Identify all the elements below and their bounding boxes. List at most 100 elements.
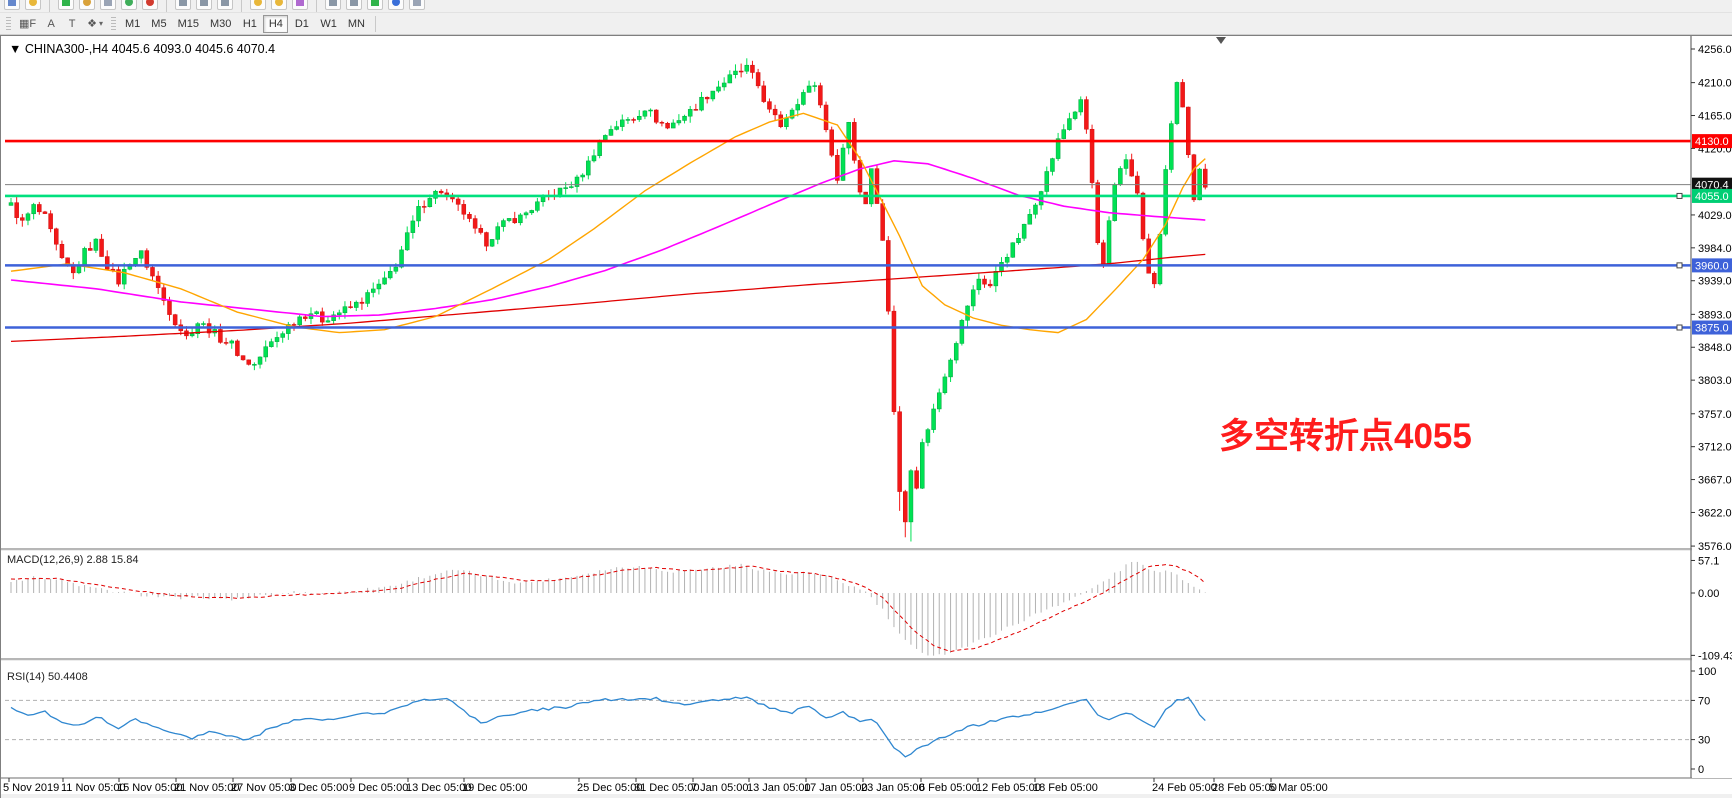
- period-icon[interactable]: [388, 0, 404, 10]
- time-tick-label: 19 Dec 05:00: [462, 782, 527, 794]
- add-indicator-icon[interactable]: [367, 0, 383, 10]
- timeframe-mn[interactable]: MN: [347, 17, 365, 30]
- rsi-tick-label: 30: [1698, 735, 1710, 747]
- auto-scroll-icon[interactable]: [325, 0, 341, 10]
- time-tick-label: 3 Dec 05:00: [289, 782, 348, 794]
- zoom-in-icon-glyph: [254, 0, 262, 6]
- dropdown-arrow-icon[interactable]: ▾: [99, 19, 104, 28]
- chart-line-icon[interactable]: [217, 0, 233, 10]
- macd-tick-label: -109.43: [1698, 650, 1732, 662]
- auto-scroll-icon-glyph: [329, 0, 337, 6]
- expert-advisor-icon[interactable]: [79, 0, 95, 10]
- timeframe-m30[interactable]: M30: [209, 17, 232, 30]
- axis-gutter: [1692, 36, 1732, 778]
- chart-shift-icon[interactable]: [346, 0, 362, 10]
- ma-fast-orange: [10, 112, 1206, 334]
- arrow-label-tool-icon[interactable]: A: [47, 17, 55, 30]
- line-drag-handle[interactable]: [1676, 324, 1683, 331]
- zoom-out-icon-glyph: [275, 0, 283, 6]
- rsi-line: [10, 696, 1206, 758]
- price-tick-label: 3667.0: [1698, 475, 1732, 487]
- price-tick-label: 3984.0: [1698, 243, 1732, 255]
- rsi-label: RSI(14) 50.4408: [7, 671, 88, 683]
- search-icon-glyph: [29, 0, 37, 6]
- chart-title: ▼ CHINA300-,H4 4045.6 4093.0 4045.6 4070…: [9, 42, 275, 56]
- price-tick-label: 3622.0: [1698, 507, 1732, 519]
- rsi-tick-label: 70: [1698, 695, 1710, 707]
- price-badge-3960.0: 3960.0: [1692, 258, 1732, 273]
- search-icon[interactable]: [25, 0, 41, 10]
- svg-text:4130.0: 4130.0: [1695, 136, 1729, 148]
- chart-candles-icon[interactable]: [196, 0, 212, 10]
- timeframe-m15[interactable]: M15: [177, 17, 199, 30]
- svg-text:3960.0: 3960.0: [1695, 260, 1729, 272]
- web-terminal-icon[interactable]: [121, 0, 137, 10]
- toolbar-separator: [241, 0, 242, 12]
- timeframe-m1[interactable]: M1: [125, 17, 141, 30]
- window-bottom-edge: [1, 794, 1732, 798]
- timeframe-d1[interactable]: D1: [294, 17, 309, 30]
- window-icon-glyph: [8, 0, 16, 6]
- chart-line-icon-glyph: [221, 0, 229, 6]
- ma-mid-magenta: [10, 159, 1206, 318]
- toolbar-grip[interactable]: [111, 16, 117, 31]
- window-icon[interactable]: [4, 0, 20, 10]
- toolbar-grip[interactable]: [6, 16, 11, 31]
- chart-shift-marker[interactable]: [1216, 37, 1226, 44]
- stop-icon[interactable]: [142, 0, 158, 10]
- timeframe-m5[interactable]: M5: [151, 17, 167, 30]
- annotation-text[interactable]: 多空转折点4055: [1219, 417, 1472, 456]
- time-tick-label: 23 Jan 05:00: [861, 782, 925, 794]
- price-tick-label: 3803.0: [1698, 375, 1732, 387]
- timeframe-w1[interactable]: W1: [320, 17, 337, 30]
- hline-3875[interactable]: [5, 324, 1691, 331]
- time-tick-label: 24 Feb 05:00: [1152, 782, 1217, 794]
- crosshair-tool-icon[interactable]: ▦F: [19, 18, 37, 30]
- zoom-in-icon[interactable]: [250, 0, 266, 10]
- time-tick-label: 5 Mar 05:00: [1269, 782, 1328, 794]
- time-tick-label: 7 Jan 05:00: [691, 782, 749, 794]
- timeframe-h1[interactable]: H1: [242, 17, 257, 30]
- chart-bars-icon[interactable]: [175, 0, 191, 10]
- time-tick-label: 12 Feb 05:00: [976, 782, 1041, 794]
- chart-candles-icon-glyph: [200, 0, 208, 6]
- price-badge-4070.4: 4070.4: [1692, 177, 1732, 192]
- zoom-out-icon[interactable]: [271, 0, 287, 10]
- toolbar-separator: [316, 0, 317, 12]
- price-tick-label: 4210.0: [1698, 78, 1732, 90]
- line-drag-handle[interactable]: [1676, 192, 1683, 199]
- timeframe-h4[interactable]: H4: [263, 14, 289, 33]
- text-label-tool-icon[interactable]: T: [68, 17, 76, 30]
- toolbar-separator: [375, 15, 376, 32]
- time-tick-label: 17 Jan 05:00: [804, 782, 868, 794]
- price-badge-4055.0: 4055.0: [1692, 188, 1732, 203]
- svg-text:3875.0: 3875.0: [1695, 323, 1729, 335]
- price-tick-label: 4256.0: [1698, 44, 1732, 56]
- price-badge-4130.0: 4130.0: [1692, 134, 1732, 149]
- time-tick-label: 13 Dec 05:00: [406, 782, 471, 794]
- hline-3960[interactable]: [5, 262, 1691, 269]
- new-order-icon[interactable]: [58, 0, 74, 10]
- strategy-tester-icon[interactable]: [409, 0, 425, 10]
- mail-icon[interactable]: [100, 0, 116, 10]
- time-tick-label: 25 Dec 05:00: [577, 782, 642, 794]
- ma-slow-red: [10, 253, 1206, 343]
- chart-window: ▼ CHINA300-,H4 4045.6 4093.0 4045.6 4070…: [0, 35, 1732, 798]
- tools-and-timeframes-toolbar: ▦F A T ❖ ▾ M1 M5 M15 M30 H1 H4 D1 W1 MN: [0, 13, 1732, 35]
- svg-text:4055.0: 4055.0: [1695, 191, 1729, 203]
- time-tick-label: 21 Nov 05:00: [174, 782, 239, 794]
- price-tick-label: 3712.0: [1698, 442, 1732, 454]
- rsi-tick-label: 100: [1698, 666, 1716, 678]
- candles: [8, 58, 1208, 542]
- hline-4055[interactable]: [5, 192, 1691, 199]
- shapes-tool-icon[interactable]: ❖ ▾: [87, 18, 104, 30]
- indicators-list-icon[interactable]: [292, 0, 308, 10]
- line-drag-handle[interactable]: [1676, 262, 1683, 269]
- indicators-list-icon-glyph: [296, 0, 304, 6]
- price-tick-label: 3848.0: [1698, 342, 1732, 354]
- stop-icon-glyph: [146, 0, 154, 6]
- chart-canvas[interactable]: ▼ CHINA300-,H4 4045.6 4093.0 4045.6 4070…: [1, 36, 1732, 798]
- macd-panel: MACD(12,26,9) 2.88 15.84: [7, 554, 1206, 656]
- time-tick-label: 28 Feb 05:00: [1212, 782, 1277, 794]
